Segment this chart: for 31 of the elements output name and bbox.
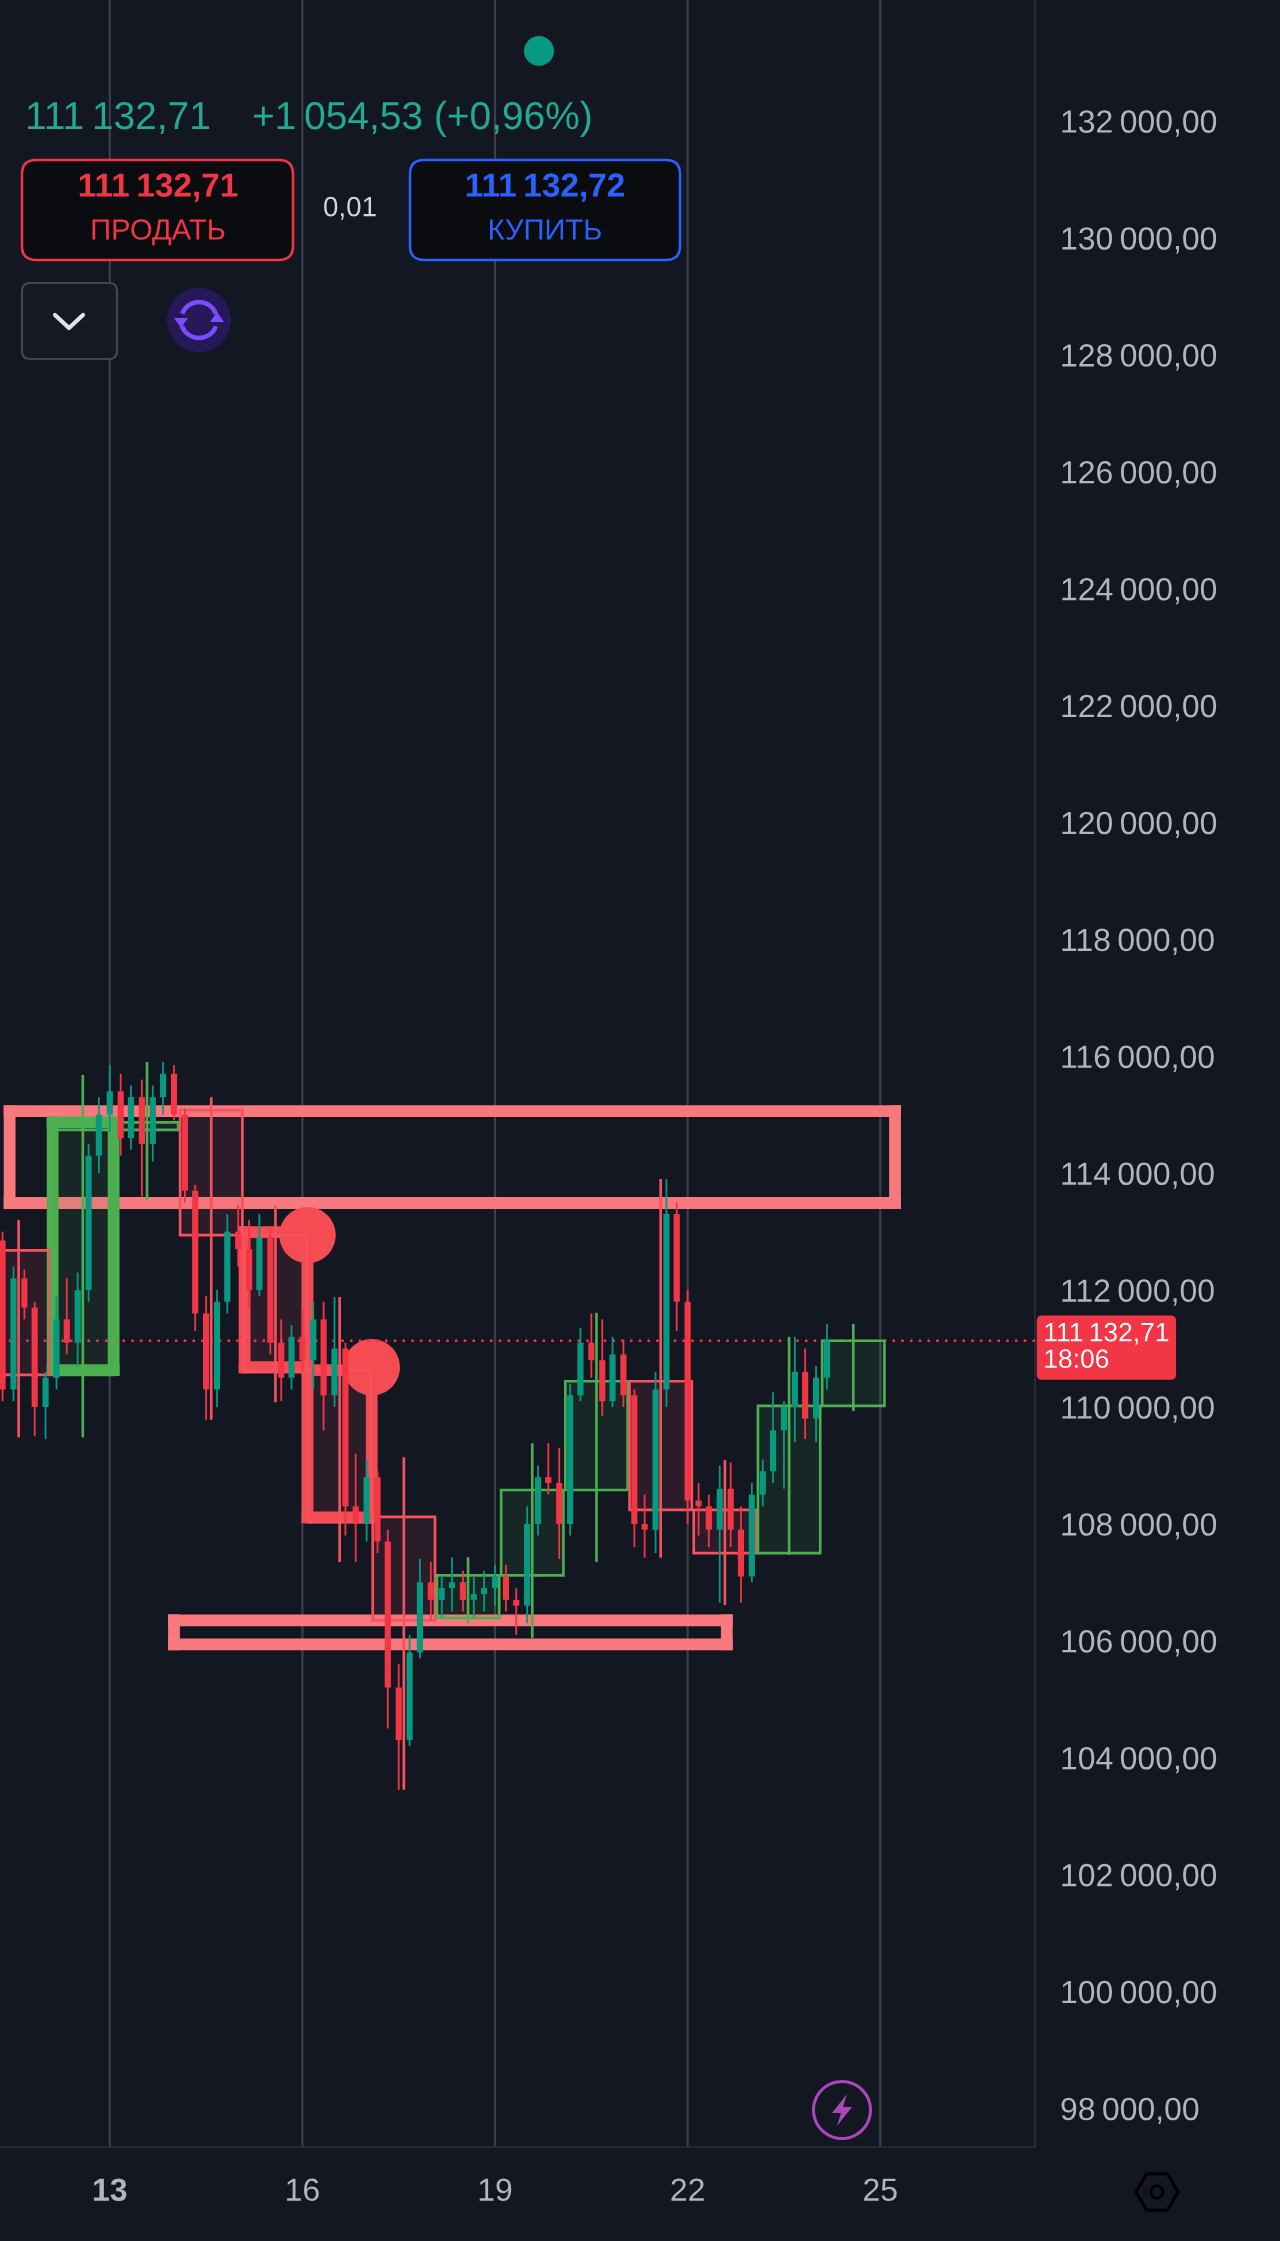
- y-tick-label: 108 000,00: [1062, 1513, 1217, 1540]
- y-tick-label: 130 000,00: [1062, 227, 1217, 254]
- x-tick-label: 25: [864, 2178, 897, 2202]
- y-tick-label: 126 000,00: [1062, 460, 1217, 488]
- y-tick-label: 114 000,00: [1062, 1162, 1214, 1189]
- y-tick-label: 118 000,00: [1062, 928, 1214, 956]
- annotation: 111 132,72: [466, 173, 624, 202]
- x-tick-label: 16: [287, 2178, 319, 2202]
- y-tick-label: 106 000,00: [1062, 1630, 1217, 1657]
- y-tick-label: 120 000,00: [1062, 811, 1217, 839]
- y-tick-label: 104 000,00: [1062, 1746, 1217, 1774]
- ref-line-label: 111 132,71 18:06: [1045, 1322, 1169, 1369]
- y-tick-label: 100 000,00: [1062, 1980, 1217, 2008]
- annotation: ПРОДАТЬ: [92, 219, 225, 246]
- y-tick-label: 102 000,00: [1062, 1863, 1217, 1891]
- annotation: 111 132,71: [79, 173, 238, 202]
- y-tick-label: 116 000,00: [1062, 1045, 1214, 1072]
- y-tick-label: 128 000,00: [1062, 344, 1217, 371]
- x-tick-label: 19: [479, 2178, 512, 2202]
- y-tick-label: 98 000,00: [1061, 2097, 1199, 2125]
- x-tick-label: 22: [671, 2178, 704, 2201]
- annotation: +1 054,53 (+0,96%): [253, 100, 591, 138]
- y-tick-label: 110 000,00: [1062, 1396, 1214, 1423]
- annotation: 111 132,71: [27, 101, 209, 135]
- y-tick-label: 124 000,00: [1062, 577, 1217, 605]
- y-tick-label: 122 000,00: [1062, 694, 1217, 722]
- x-tick-label: 13: [94, 2178, 127, 2202]
- y-tick-label: 132 000,00: [1062, 110, 1217, 137]
- annotation: 0,01: [324, 196, 376, 220]
- annotation: КУПИТЬ: [490, 219, 601, 240]
- y-tick-label: 112 000,00: [1062, 1279, 1214, 1306]
